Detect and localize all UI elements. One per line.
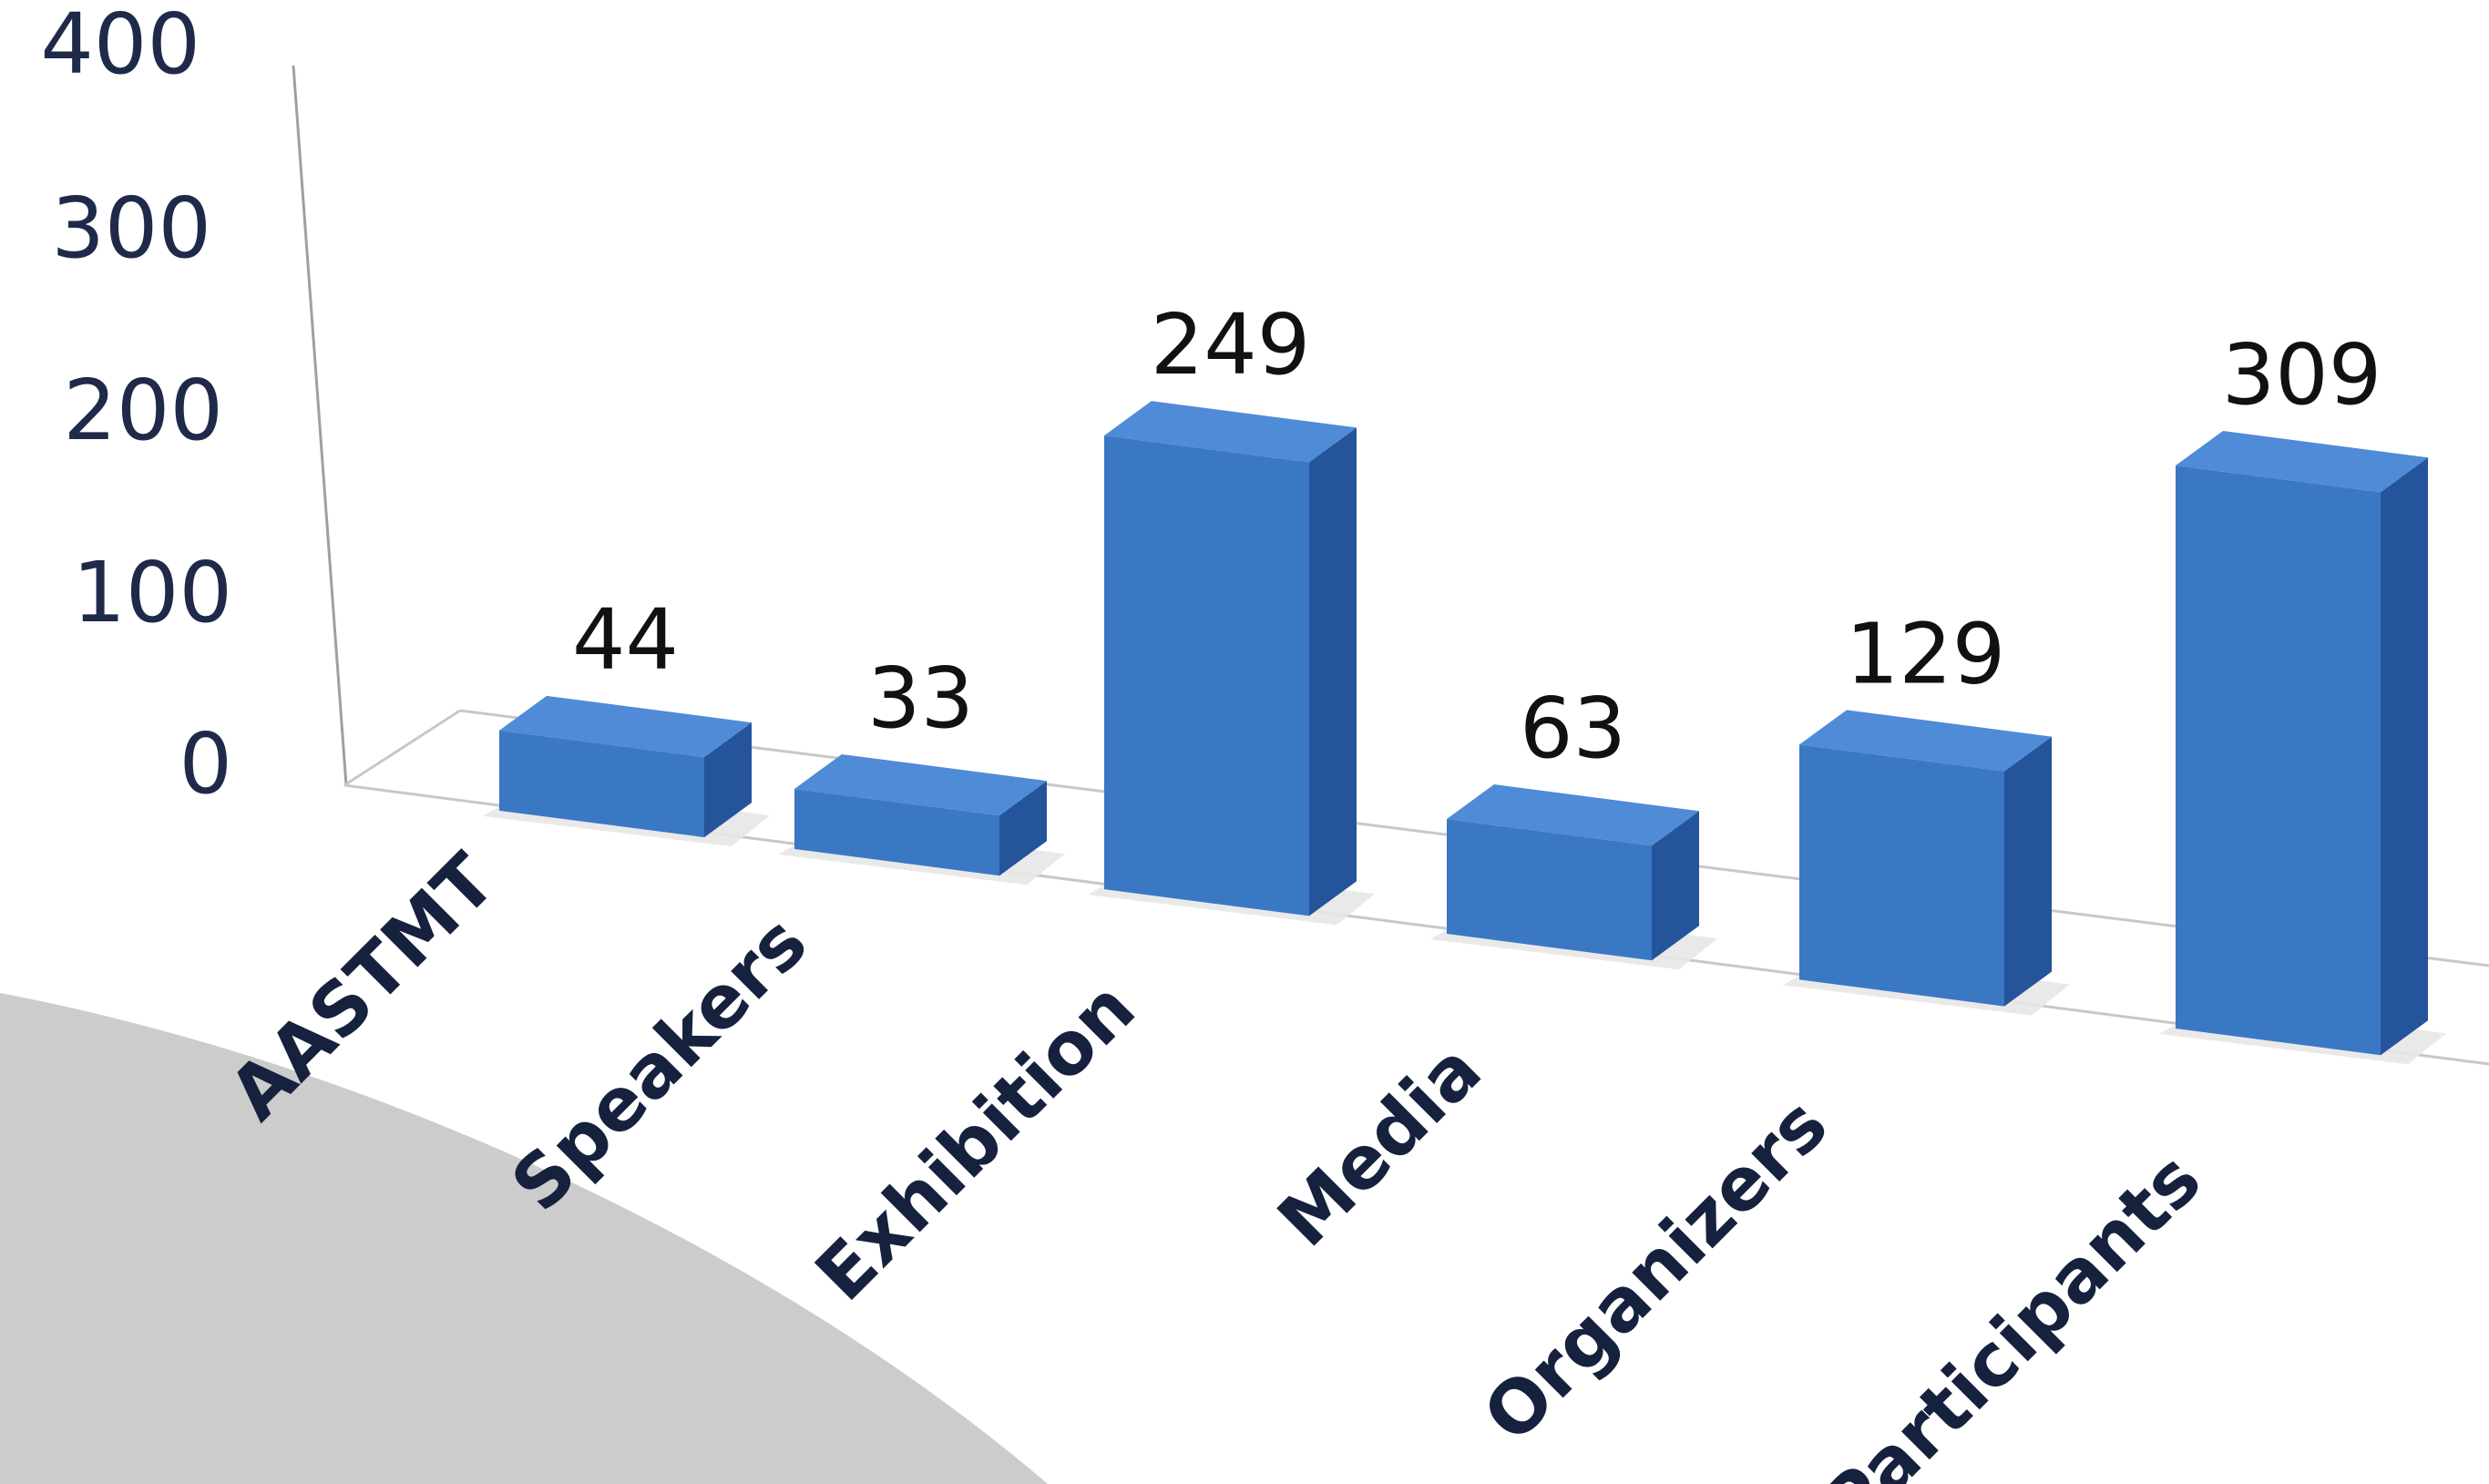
bar — [1783, 710, 2070, 1016]
data-label: 44 — [572, 591, 679, 689]
y-axis-line — [292, 65, 348, 786]
bar — [778, 753, 1065, 885]
category-label: Participants — [1807, 1137, 2218, 1484]
category-label: Speakers — [496, 900, 824, 1228]
bar — [2159, 431, 2446, 1065]
bar-top — [499, 695, 752, 758]
bar-side — [999, 781, 1047, 876]
data-label: 309 — [2222, 326, 2382, 424]
bar-side — [1309, 427, 1357, 916]
bar-side — [1652, 811, 1699, 961]
data-label: 63 — [1520, 680, 1626, 777]
y-tick-label: 300 — [51, 179, 211, 277]
y-tick-label: 0 — [179, 715, 232, 813]
bar-front — [1799, 744, 2004, 1007]
bar-front — [1104, 435, 1309, 916]
y-tick-label: 100 — [72, 544, 232, 641]
bars — [483, 401, 2446, 1065]
bar — [1430, 784, 1717, 970]
axes — [292, 65, 2489, 1066]
bar-front — [794, 788, 999, 876]
bar-front — [2176, 466, 2381, 1056]
floor-left-edge — [343, 709, 461, 787]
bar-front — [499, 730, 704, 838]
bar-top — [1447, 784, 1699, 846]
bar-top — [1799, 710, 2052, 772]
category-label: Exhibition — [799, 966, 1151, 1317]
bar-top — [794, 753, 1047, 816]
bar-side — [2004, 736, 2052, 1007]
bar-side — [2381, 457, 2428, 1056]
category-label: AASTMT — [213, 837, 512, 1136]
y-tick-label: 400 — [40, 0, 200, 93]
data-labels: 44 33 249 63 129 309 — [572, 296, 2381, 777]
data-label: 129 — [1846, 605, 2006, 702]
bar — [1088, 401, 1375, 926]
data-label: 249 — [1151, 296, 1311, 394]
bar-top — [2176, 431, 2428, 493]
bar — [483, 695, 770, 847]
y-tick-label: 200 — [63, 362, 223, 459]
bar-side — [704, 722, 752, 838]
background-curve — [0, 993, 1048, 1484]
category-label: Media — [1262, 1028, 1497, 1263]
bar-top — [1104, 401, 1357, 463]
data-label: 33 — [867, 650, 974, 747]
y-axis-ticks: 0 100 200 300 400 — [40, 0, 232, 813]
category-label: Organizers — [1467, 1082, 1843, 1458]
bar-front — [1447, 819, 1652, 961]
